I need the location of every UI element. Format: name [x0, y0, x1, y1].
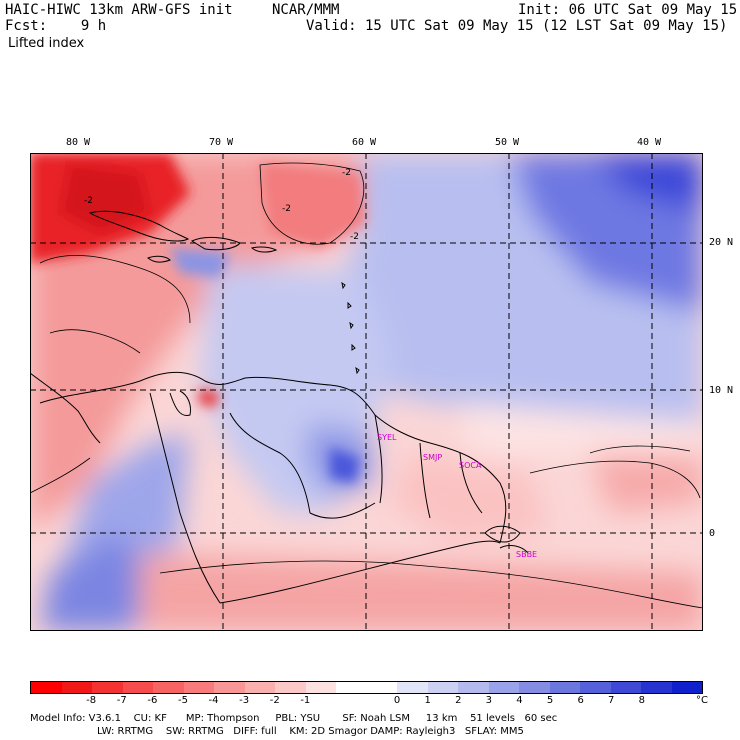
station-label: SOCA: [459, 461, 482, 470]
colorbar-swatch: [31, 682, 62, 693]
colorbar-tick-label: 3: [485, 695, 493, 706]
model-title: HAIC-HIWC 13km ARW-GFS init: [5, 2, 233, 18]
map-frame: [30, 153, 703, 631]
organization-label: NCAR/MMM: [272, 2, 340, 18]
colorbar-swatch: [214, 682, 245, 693]
colorbar-swatch: [549, 682, 580, 693]
colorbar-tick-label: -1: [300, 695, 311, 706]
colorbar-swatch: [92, 682, 123, 693]
colorbar-tick-label: 8: [638, 695, 645, 706]
colorbar-swatch: [366, 682, 397, 693]
station-label: SMJP: [423, 453, 443, 462]
colorbar-swatch: [671, 682, 702, 693]
colorbar-tick-label: 0: [393, 695, 401, 706]
lat-label-20n: 20 N: [709, 237, 734, 248]
colorbar-swatch: [122, 682, 153, 693]
lat-label-10n: 10 N: [709, 385, 734, 396]
colorbar-tick-label: -6: [147, 695, 158, 706]
colorbar-tick-label: 4: [516, 695, 523, 706]
colorbar-swatch: [244, 682, 275, 693]
colorbar-swatch: [397, 682, 428, 693]
model-info-line1: Model Info: V3.6.1 CU: KF MP: Thompson P…: [30, 713, 558, 724]
field-name: Lifted index: [8, 36, 85, 51]
colorbar-tick-label: 5: [546, 695, 554, 706]
colorbar: [30, 681, 703, 694]
colorbar-swatch: [488, 682, 519, 693]
lon-label-60w: 60 W: [352, 137, 377, 148]
lat-label-0: 0: [709, 528, 716, 539]
contour-label: -2: [342, 168, 351, 178]
model-info-line2: LW: RRTMG SW: RRTMG DIFF: full KM: 2D Sm…: [97, 726, 524, 737]
valid-time: Valid: 15 UTC Sat 09 May 15 (12 LST Sat …: [306, 18, 728, 34]
colorbar-tick-label: 6: [577, 695, 584, 706]
colorbar-tick-label: -7: [116, 695, 127, 706]
lifted-index-map: -2 -2 -2 -2: [30, 153, 703, 631]
forecast-hour: Fcst: 9 h: [5, 18, 107, 34]
coastlines: [30, 210, 529, 604]
station-label: SBBE: [516, 550, 538, 559]
lon-label-50w: 50 W: [495, 137, 520, 148]
contour-label: -2: [84, 196, 93, 206]
colorbar-swatch: [641, 682, 672, 693]
contour-label: -2: [350, 232, 359, 242]
graticule: [30, 153, 703, 631]
colorbar-tick-label: -2: [269, 695, 280, 706]
contour-label: -2: [282, 204, 291, 214]
colorbar-swatch: [458, 682, 489, 693]
init-time: Init: 06 UTC Sat 09 May 15: [518, 2, 738, 18]
map-canvas: -2 -2 -2 -2: [30, 153, 703, 631]
colorbar-unit: °C: [696, 695, 708, 706]
station-label: SYEL: [377, 433, 397, 442]
colorbar-swatch: [580, 682, 611, 693]
colorbar-swatch: [427, 682, 458, 693]
colorbar-swatch: [61, 682, 92, 693]
colorbar-tick-label: -3: [239, 695, 250, 706]
lon-label-40w: 40 W: [637, 137, 662, 148]
colorbar-tick-label: -4: [208, 695, 219, 706]
colorbar-tick-label: -5: [177, 695, 188, 706]
colorbar-tick-label: -8: [86, 695, 97, 706]
lon-label-70w: 70 W: [209, 137, 234, 148]
colorbar-swatch: [275, 682, 306, 693]
lon-label-80w: 80 W: [66, 137, 91, 148]
colorbar-swatch: [305, 682, 336, 693]
colorbar-swatch: [610, 682, 641, 693]
colorbar-swatch: [153, 682, 184, 693]
colorbar-swatch: [519, 682, 550, 693]
colorbar-swatch: [336, 682, 367, 693]
colorbar-tick-label: 7: [608, 695, 615, 706]
colorbar-tick-label: 1: [424, 695, 431, 706]
colorbar-swatch: [183, 682, 214, 693]
contours: [30, 162, 703, 609]
colorbar-tick-label: 2: [455, 695, 462, 706]
